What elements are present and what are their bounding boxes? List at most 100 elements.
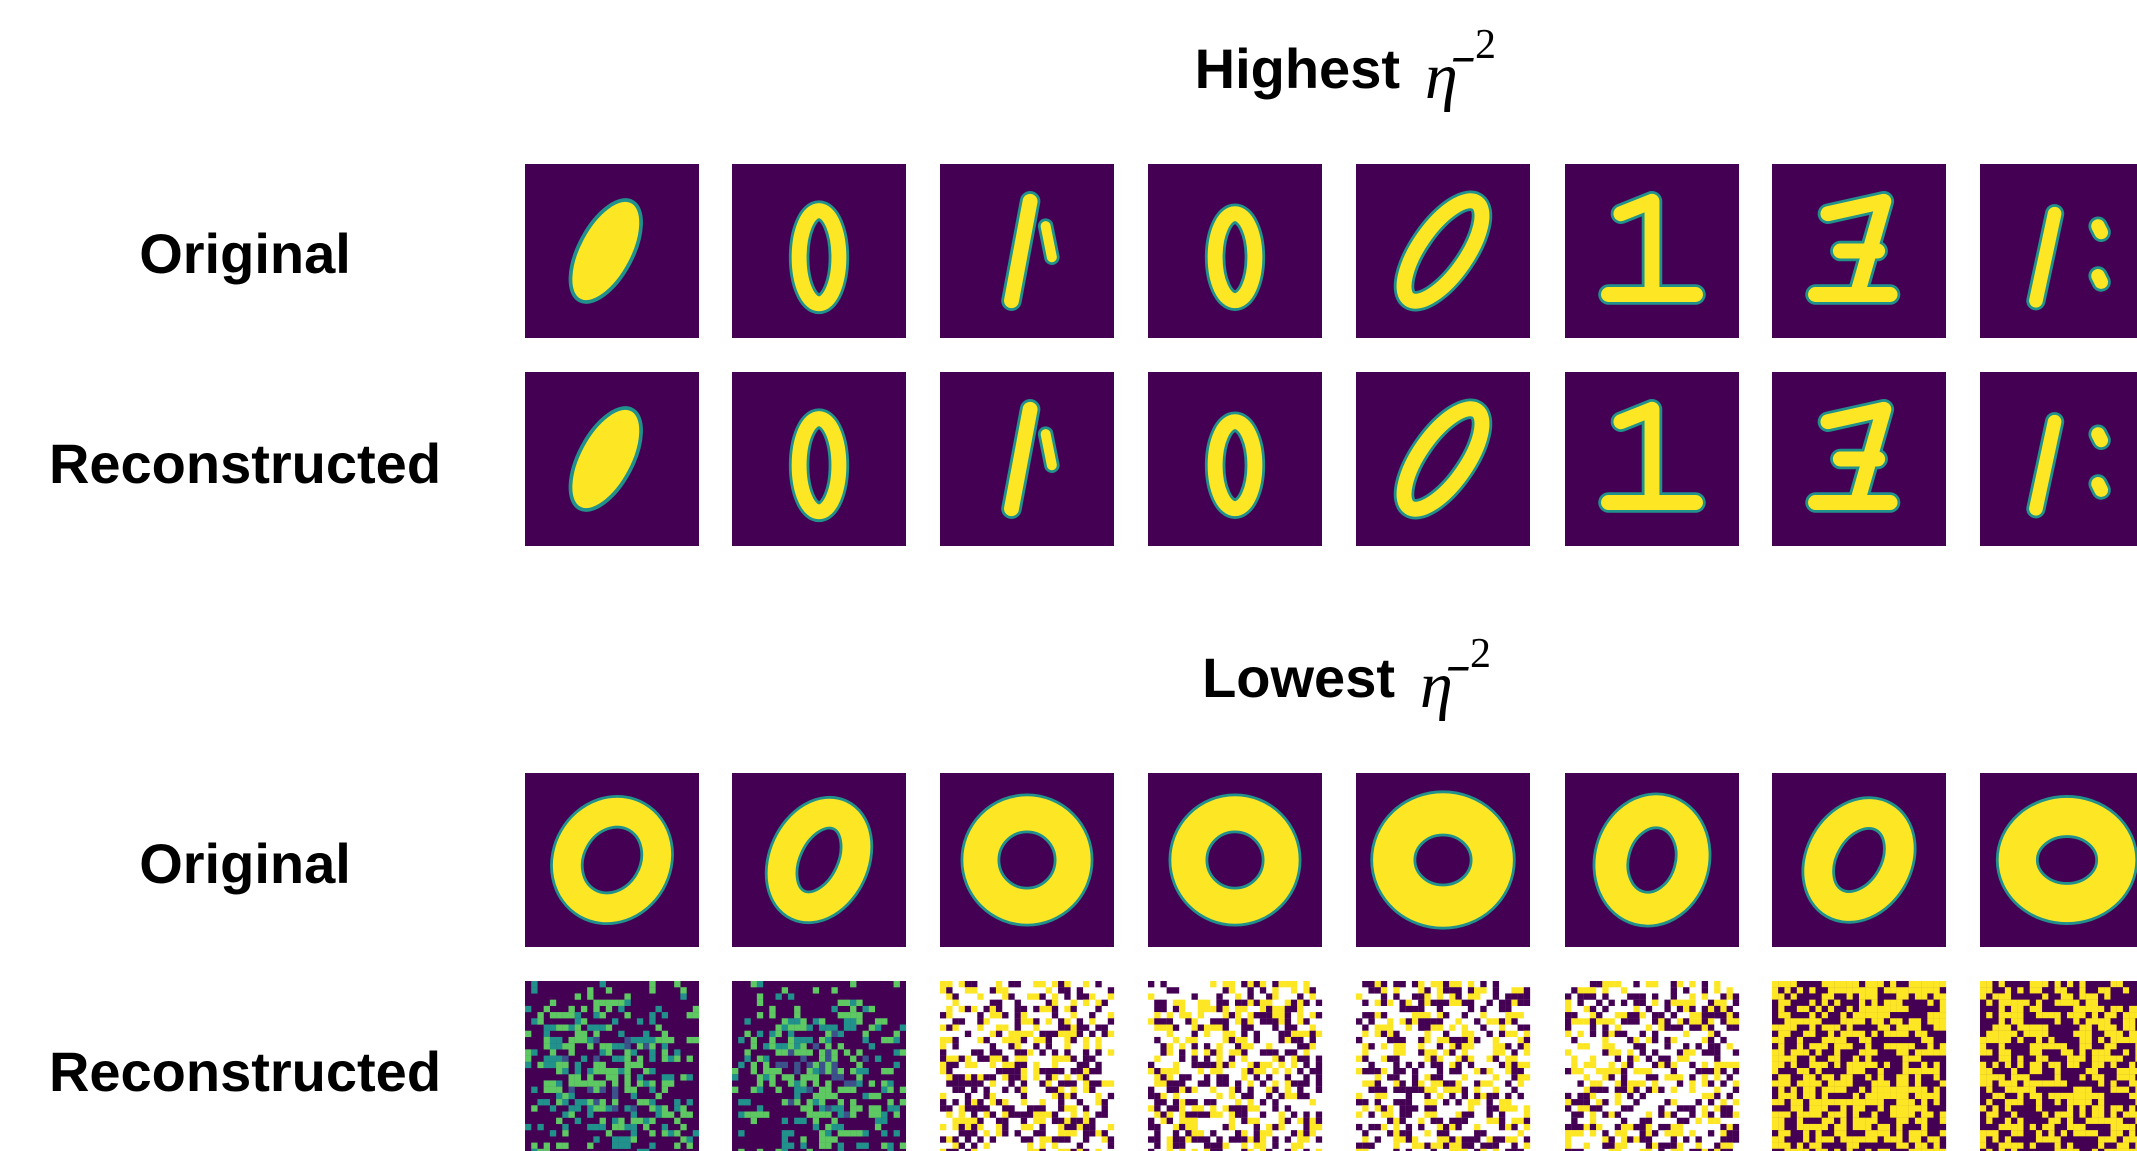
pixel: [1878, 1105, 1884, 1111]
pixel: [2017, 1093, 2023, 1099]
pixel: [1927, 1006, 1933, 1012]
pixel: [894, 1130, 900, 1136]
pixel: [1310, 1031, 1316, 1037]
pixel: [1179, 1124, 1185, 1130]
pixel: [1980, 1124, 1986, 1130]
pixel: [2098, 1124, 2104, 1130]
pixel: [1640, 1118, 1646, 1124]
pixel: [1828, 1136, 1834, 1142]
pixel: [2129, 1062, 2135, 1068]
pixel: [2117, 1143, 2123, 1149]
pixel: [1381, 1093, 1387, 1099]
pixel: [1702, 1006, 1708, 1012]
pixel: [757, 1112, 763, 1118]
pixel: [1210, 1105, 1216, 1111]
pixel: [1279, 1018, 1285, 1024]
pixel: [1689, 1006, 1695, 1012]
pixel: [1784, 1018, 1790, 1024]
pixel: [1089, 1031, 1095, 1037]
pixel: [1986, 1049, 1992, 1055]
pixel: [2048, 1037, 2054, 1043]
pixel: [1046, 1000, 1052, 1006]
pixel: [2104, 1068, 2110, 1074]
pixel: [1615, 1112, 1621, 1118]
pixel: [1702, 1080, 1708, 1086]
pixel: [1375, 1000, 1381, 1006]
pixel: [1797, 1049, 1803, 1055]
pixel: [1499, 1006, 1505, 1012]
pixel: [1609, 1068, 1615, 1074]
pixel: [2111, 1043, 2117, 1049]
pixel: [2123, 1105, 2129, 1111]
pixel: [1921, 1068, 1927, 1074]
pixel: [544, 1062, 550, 1068]
pixel: [1915, 1105, 1921, 1111]
pixel: [1015, 1000, 1021, 1006]
pixel: [1992, 1037, 1998, 1043]
pixel: [1772, 1093, 1778, 1099]
pixel: [2123, 1136, 2129, 1142]
pixel: [1609, 1000, 1615, 1006]
pixel: [2079, 987, 2085, 993]
pixel: [1071, 1118, 1077, 1124]
pixel: [2017, 1130, 2023, 1136]
pixel: [744, 1056, 750, 1062]
pixel: [1046, 1112, 1052, 1118]
pixel: [1999, 987, 2005, 993]
pixel: [1455, 993, 1461, 999]
pixel: [2055, 1136, 2061, 1142]
pixel: [1316, 1056, 1322, 1062]
pixel: [1571, 1112, 1577, 1118]
pixel: [1627, 1018, 1633, 1024]
pixel: [2117, 1093, 2123, 1099]
pixel: [1431, 1049, 1437, 1055]
pixel: [1173, 1087, 1179, 1093]
pixel: [1393, 1124, 1399, 1130]
pixel: [1980, 1136, 1986, 1142]
pixel: [1915, 1037, 1921, 1043]
pixel: [875, 1018, 881, 1024]
pixel: [1980, 1037, 1986, 1043]
pixel: [1424, 1112, 1430, 1118]
pixel: [575, 1068, 581, 1074]
pixel: [1816, 1136, 1822, 1142]
pixel: [1733, 1112, 1739, 1118]
pixel: [1664, 1112, 1670, 1118]
pixel: [1052, 1000, 1058, 1006]
pixel: [1455, 1118, 1461, 1124]
pixel: [687, 1037, 693, 1043]
pixel: [1443, 1143, 1449, 1149]
pixel: [680, 1112, 686, 1118]
pixel: [2042, 1093, 2048, 1099]
pixel: [850, 1068, 856, 1074]
pixel: [2086, 1049, 2092, 1055]
pixel: [2123, 987, 2129, 993]
pixel: [674, 1056, 680, 1062]
pixel: [825, 1130, 831, 1136]
pixel: [1791, 1136, 1797, 1142]
pixel: [1424, 1056, 1430, 1062]
image-tile: [1980, 981, 2137, 1151]
pixel: [1921, 1112, 1927, 1118]
pixel: [1406, 1105, 1412, 1111]
pixel: [1847, 1136, 1853, 1142]
pixel: [863, 1143, 869, 1149]
pixel: [1834, 1006, 1840, 1012]
pixel: [593, 1025, 599, 1031]
pixel: [1859, 1043, 1865, 1049]
pixel: [1733, 1080, 1739, 1086]
pixel: [1108, 1018, 1114, 1024]
pixel: [1915, 1000, 1921, 1006]
pixel: [2129, 987, 2135, 993]
pixel: [1884, 1124, 1890, 1130]
pixel: [1733, 1012, 1739, 1018]
pixel: [587, 1025, 593, 1031]
pixel: [1297, 1006, 1303, 1012]
row-label: Reconstructed: [49, 1040, 441, 1103]
pixel: [1316, 1118, 1322, 1124]
pixel: [1909, 1006, 1915, 1012]
pixel: [1921, 1124, 1927, 1130]
pixel: [1247, 1087, 1253, 1093]
pixel: [1809, 1105, 1815, 1111]
pixel: [1871, 1118, 1877, 1124]
